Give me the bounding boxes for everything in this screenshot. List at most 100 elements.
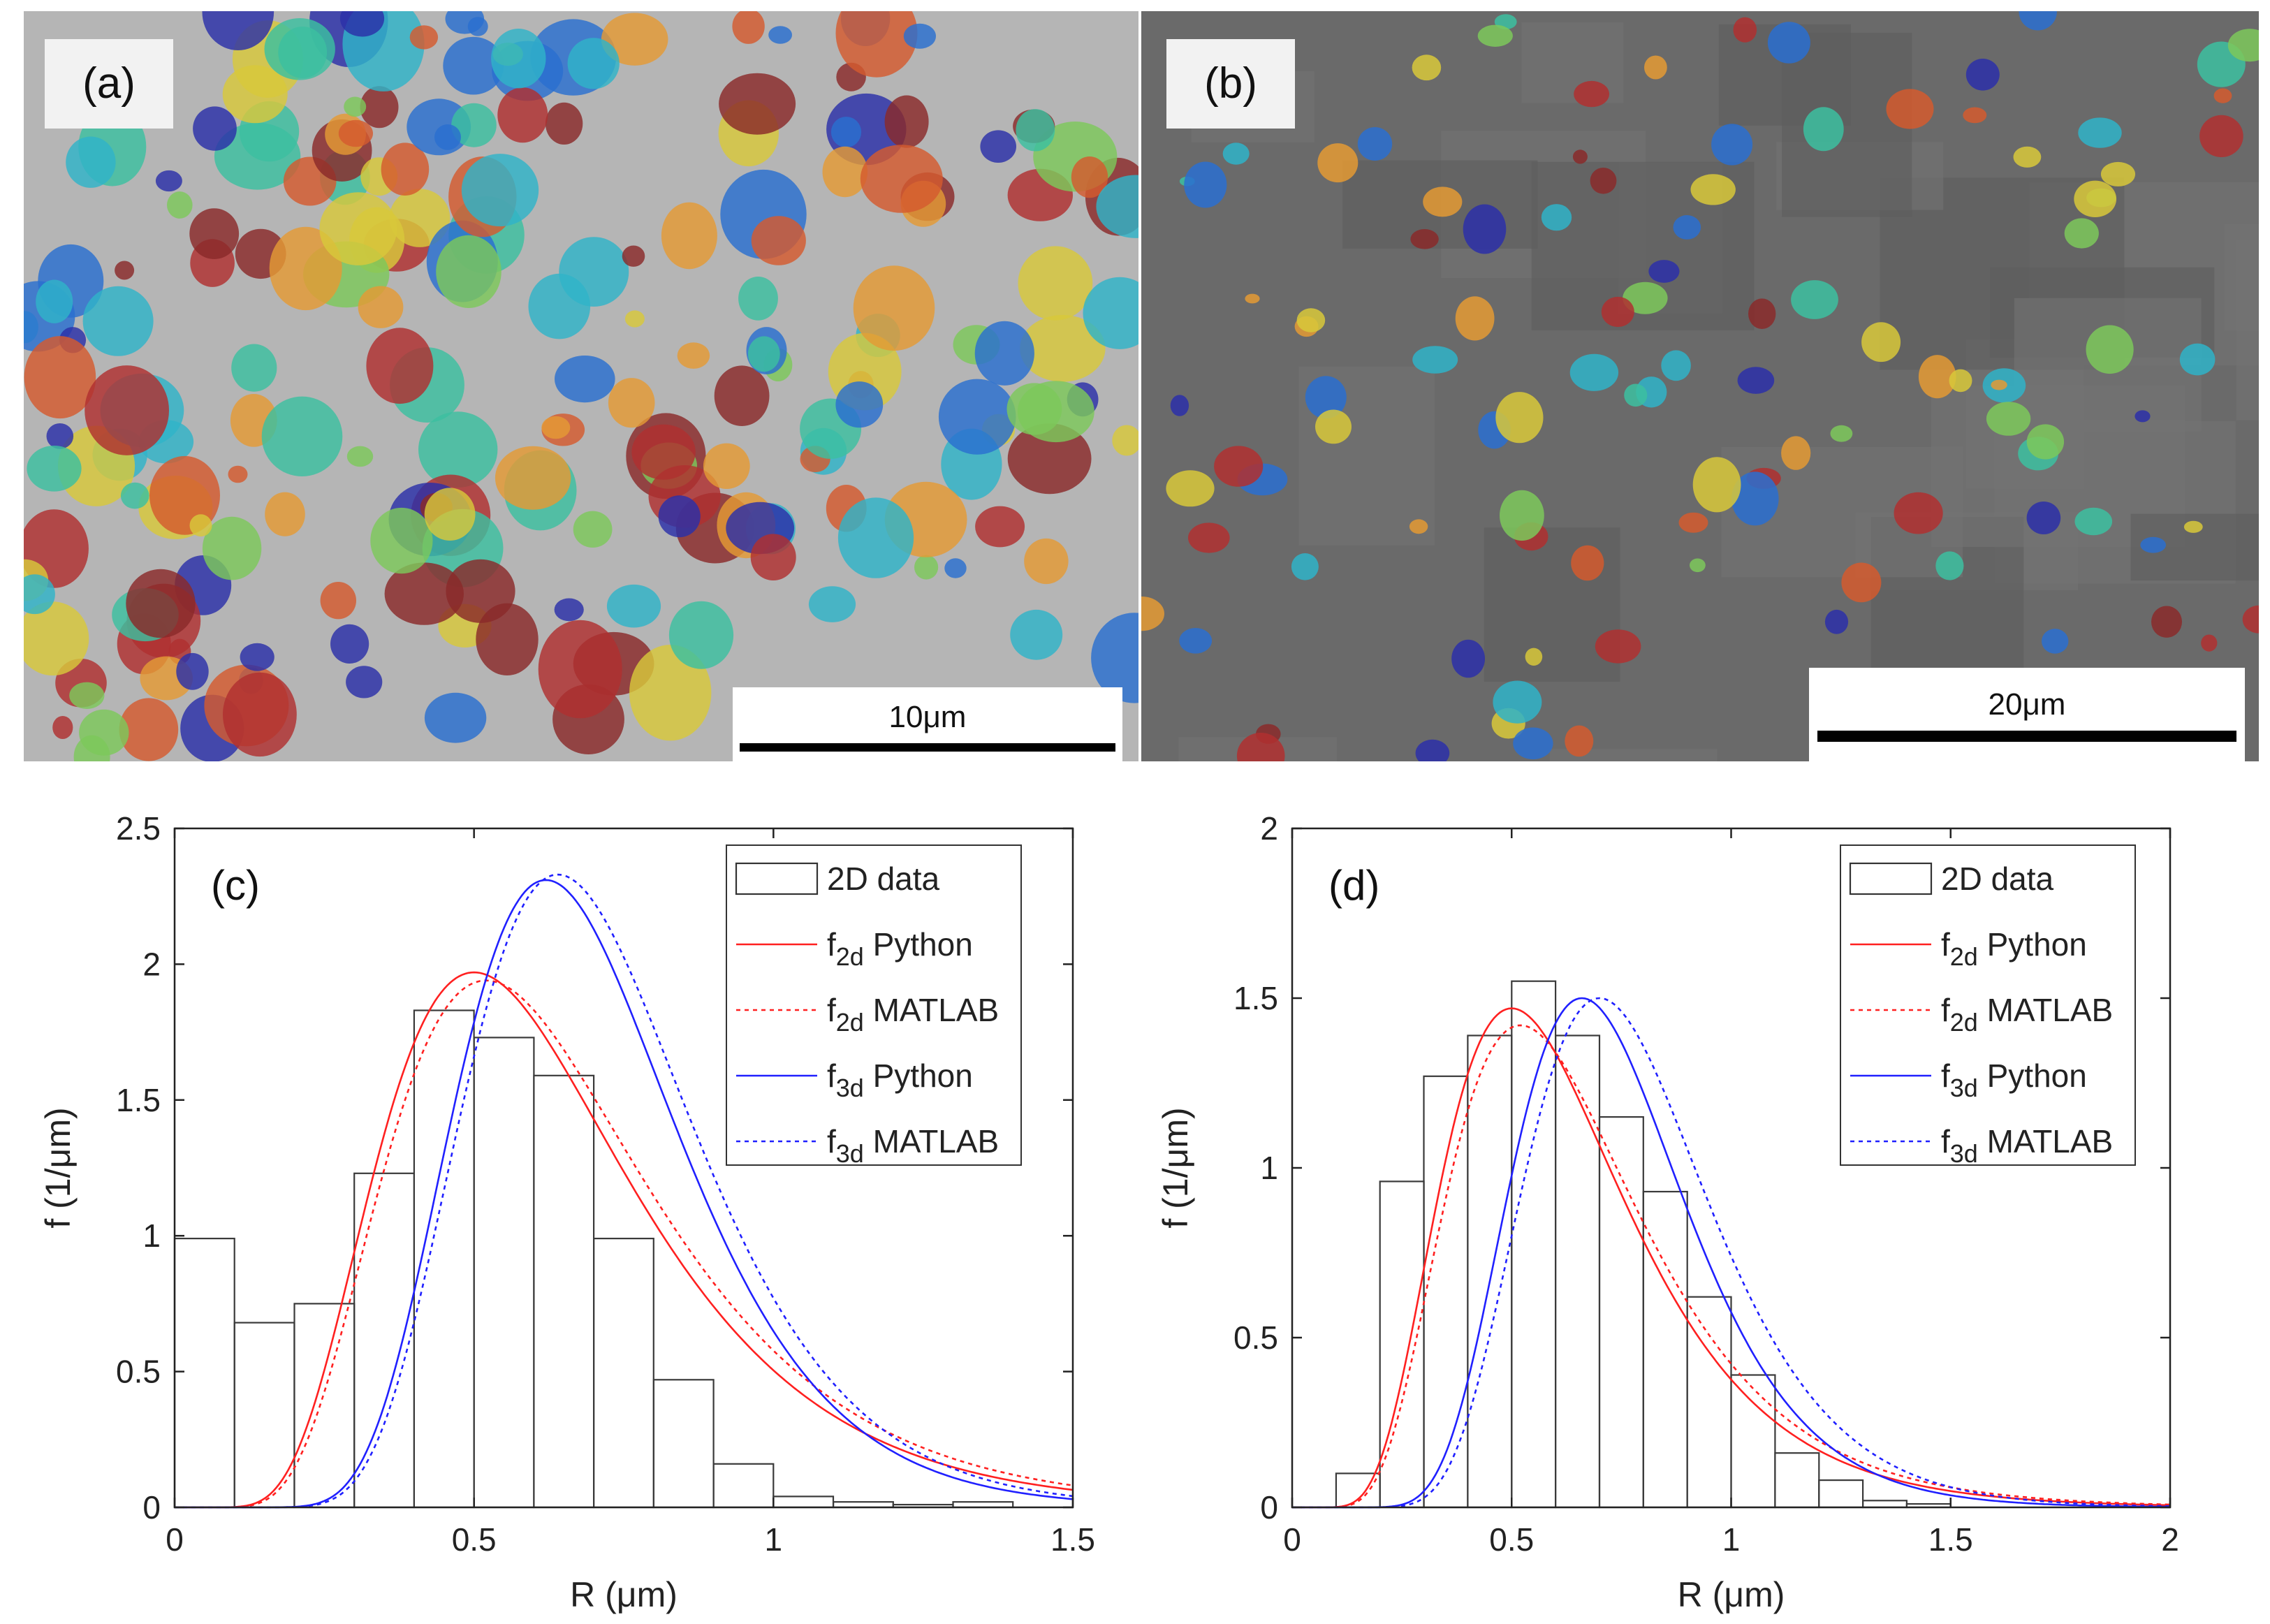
- particle: [461, 154, 539, 227]
- y-tick-label: 0: [142, 1489, 161, 1526]
- particle: [418, 411, 498, 488]
- particle: [2183, 520, 2203, 533]
- particle: [606, 584, 661, 628]
- particle: [434, 124, 461, 150]
- particle: [714, 365, 770, 426]
- particle: [1624, 383, 1648, 407]
- particle: [126, 569, 196, 638]
- particle: [661, 202, 717, 270]
- particle: [1541, 204, 1572, 231]
- y-axis-label: f (1/μm): [1156, 1107, 1195, 1228]
- particle: [1569, 353, 1619, 391]
- particle: [750, 534, 796, 580]
- particle: [1572, 149, 1588, 164]
- particle: [1179, 628, 1213, 654]
- particle: [1020, 314, 1106, 382]
- particle: [446, 559, 515, 623]
- particle: [1861, 322, 1901, 363]
- particle: [1841, 562, 1882, 603]
- particle: [1644, 55, 1667, 80]
- x-tick-label: 1: [765, 1521, 783, 1558]
- x-tick-label: 0: [1283, 1521, 1301, 1558]
- particle: [1886, 89, 1934, 129]
- particle: [358, 286, 404, 328]
- scale-bar-a: 10μm: [733, 687, 1122, 761]
- particle: [1024, 538, 1069, 585]
- particle: [1525, 648, 1543, 666]
- particle: [1214, 446, 1264, 487]
- particle: [1017, 381, 1094, 443]
- particle: [1590, 168, 1617, 194]
- particle: [338, 119, 373, 147]
- curve-f3d-python: [1292, 997, 2170, 1509]
- panel-label-a: (a): [45, 39, 173, 129]
- x-tick-label: 0: [166, 1521, 184, 1558]
- particle: [732, 11, 765, 44]
- particle: [1595, 629, 1641, 664]
- particle: [344, 96, 367, 117]
- particle: [202, 11, 274, 50]
- particle: [82, 286, 154, 356]
- particle: [1010, 609, 1063, 660]
- x-tick-label: 0.5: [452, 1521, 497, 1558]
- particle-overlay-b: [1141, 11, 2259, 761]
- legend-entry: f2d MATLAB: [827, 992, 999, 1037]
- particle: [155, 170, 182, 192]
- legend-entry: f3d Python: [1941, 1058, 2087, 1102]
- curve-f3d-matlab: [1292, 997, 2171, 1509]
- particle: [822, 146, 868, 198]
- particle: [2078, 117, 2122, 148]
- particle: [1733, 17, 1757, 43]
- particle: [938, 379, 1016, 455]
- particle: [24, 601, 89, 676]
- particle: [751, 216, 806, 265]
- particle: [1071, 156, 1108, 198]
- particle: [1648, 260, 1680, 283]
- particle: [2074, 180, 2117, 217]
- particle: [1692, 457, 1741, 513]
- particle: [24, 574, 55, 615]
- x-axis-label: R (μm): [1678, 1575, 1785, 1614]
- particle: [278, 27, 328, 78]
- x-axis-label: R (μm): [570, 1575, 678, 1614]
- y-tick-label: 2: [142, 946, 161, 982]
- particle: [573, 511, 613, 548]
- particle: [1965, 59, 2000, 91]
- particle: [2064, 218, 2099, 249]
- particle: [265, 492, 305, 536]
- particle: [320, 582, 356, 620]
- particle: [975, 506, 1025, 548]
- particle: [66, 136, 116, 188]
- legend-entry: 2D data: [1941, 861, 2054, 897]
- x-tick-label: 2: [2161, 1521, 2179, 1558]
- particle: [1500, 490, 1544, 541]
- particle: [808, 586, 856, 622]
- particle: [381, 142, 430, 196]
- particle: [747, 336, 780, 372]
- legend-box: [726, 844, 1022, 1166]
- particle: [853, 265, 935, 351]
- particle: [631, 424, 696, 480]
- particle: [559, 237, 629, 307]
- particle: [1291, 553, 1319, 580]
- particle: [703, 443, 750, 489]
- particle: [202, 516, 262, 580]
- particle: [1731, 471, 1779, 526]
- particle: [835, 381, 884, 428]
- x-tick-label: 0.5: [1489, 1521, 1534, 1558]
- particle: [2042, 629, 2069, 654]
- particle: [1737, 367, 1775, 394]
- particle: [1748, 298, 1776, 330]
- particle: [176, 652, 209, 690]
- particle: [389, 189, 451, 247]
- particle: [495, 446, 571, 510]
- legend-box: [1840, 844, 2136, 1166]
- particle: [2074, 507, 2113, 536]
- grain: [1550, 749, 1718, 761]
- particle: [1317, 143, 1359, 183]
- particle: [601, 13, 668, 66]
- particle: [1245, 293, 1260, 304]
- particle: [167, 191, 193, 219]
- micrograph-b: (b) 20μm: [1141, 11, 2259, 761]
- particle: [436, 235, 501, 308]
